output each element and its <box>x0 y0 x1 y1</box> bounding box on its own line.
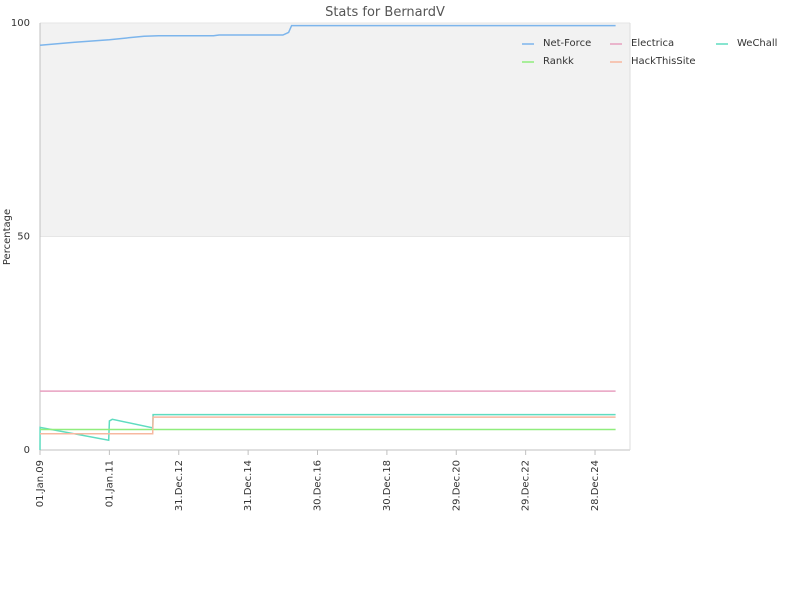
x-tick-label: 01.Jan.11 <box>104 460 115 507</box>
y-tick-label: 0 <box>24 445 30 456</box>
series-line-wechall <box>39 413 616 451</box>
x-tick-label: 31.Dec.12 <box>174 460 185 511</box>
series-line-net-force <box>39 24 616 46</box>
x-tick-label: 31.Dec.14 <box>243 460 254 511</box>
legend-label-hackthissite[interactable]: HackThisSite <box>631 56 696 67</box>
chart-title: Stats for BernardV <box>325 5 445 20</box>
x-tick-label: 01.Jan.09 <box>35 460 46 507</box>
x-tick-label: 30.Dec.18 <box>382 460 393 511</box>
y-axis-label: Percentage <box>2 209 13 265</box>
y-tick-label: 100 <box>11 18 30 29</box>
legend: Net-Force Electrica WeChall Rankk HackThisSi… <box>522 38 777 67</box>
plot-band-0 <box>40 23 630 237</box>
legend-label-net-force[interactable]: Net-Force <box>543 38 591 49</box>
series-line-hackthissite <box>40 416 616 435</box>
legend-label-rankk[interactable]: Rankk <box>543 56 574 67</box>
x-tick-label: 29.Dec.22 <box>521 460 532 511</box>
y-tick-label: 50 <box>17 232 30 243</box>
x-tick-label: 30.Dec.16 <box>313 460 324 511</box>
legend-label-electrica[interactable]: Electrica <box>631 38 674 49</box>
x-tick-label: 28.Dec.24 <box>590 460 601 511</box>
x-tick-label: 29.Dec.20 <box>451 460 462 511</box>
legend-label-wechall[interactable]: WeChall <box>737 38 777 49</box>
